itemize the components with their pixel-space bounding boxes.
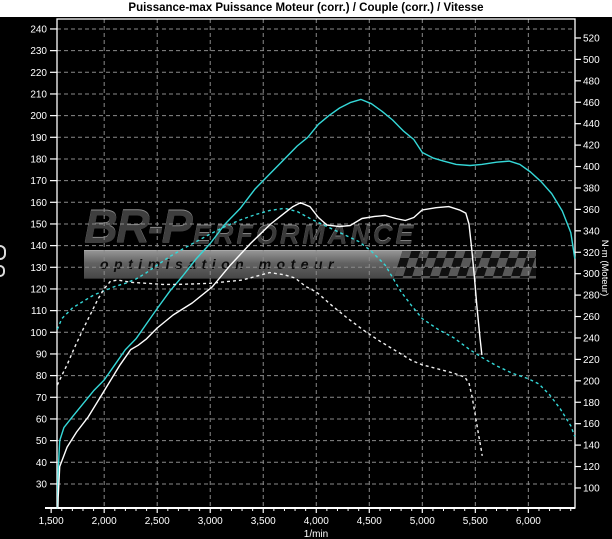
- y-left-tick-label: 60: [36, 414, 48, 425]
- y-left-tick-label: 160: [30, 198, 47, 209]
- y-left-tick-label: 230: [30, 46, 47, 57]
- y-left-tick-label: 30: [36, 479, 48, 490]
- watermark-tagline: optimisation moteur: [100, 256, 340, 273]
- y-left-tick-label: 210: [30, 89, 47, 100]
- y-left-tick-label: 220: [30, 68, 47, 79]
- watermark-banner: optimisation moteur: [84, 249, 536, 279]
- x-tick-label: 1,500: [39, 516, 64, 527]
- y-right-tick-label: 200: [583, 376, 600, 387]
- x-tick-label: 6,000: [516, 516, 541, 527]
- series-couple-corr-run1: [56, 207, 576, 437]
- y-right-tick-label: 460: [583, 98, 600, 109]
- y-right-tick-label: 180: [583, 398, 600, 409]
- y-right-tick-label: 360: [583, 205, 600, 216]
- y-left-tick-label: 80: [36, 371, 48, 382]
- watermark-logo-rest: ERFORMANCE: [192, 219, 417, 250]
- y-left-tick-label: 90: [36, 349, 48, 360]
- watermark-logo: BR-P ERFORMANCE: [84, 200, 536, 253]
- y-right-tick-label: 160: [583, 419, 600, 430]
- x-tick-label: 5,000: [410, 516, 435, 527]
- x-axis-title: 1/min: [304, 529, 328, 539]
- y-left-tick-label: 140: [30, 241, 47, 252]
- x-tick-label: 2,000: [92, 516, 117, 527]
- y-left-tick-label: 110: [31, 306, 47, 317]
- y-right-tick-label: 260: [583, 312, 600, 323]
- y-right-tick-label: 100: [583, 483, 600, 494]
- chart-title: Puissance-max Puissance Moteur (corr.) /…: [0, 0, 612, 17]
- left-edge-label-fragment: [0, 245, 6, 260]
- y-left-tick-label: 40: [36, 458, 48, 469]
- y-right-tick-label: 120: [583, 462, 600, 473]
- y-right-tick-label: 140: [583, 441, 600, 452]
- y-right-tick-label: 420: [583, 141, 600, 152]
- series-puissance-corr-run1: [56, 98, 576, 509]
- y-right-tick-label: 340: [583, 226, 600, 237]
- y-right-tick-label: 320: [583, 248, 600, 259]
- y-left-tick-label: 50: [36, 436, 48, 447]
- y-right-tick-label: 380: [583, 183, 600, 194]
- x-tick-label: 4,500: [357, 516, 382, 527]
- left-edge-label-fragment: [0, 265, 5, 277]
- y-left-tick-label: 120: [30, 284, 47, 295]
- y-right-tick-label: 400: [583, 162, 600, 173]
- y-left-tick-label: 130: [30, 263, 47, 274]
- y-left-tick-label: 190: [30, 133, 47, 144]
- watermark-logo-main: BR-P: [84, 200, 193, 253]
- x-tick-label: 5,500: [463, 516, 488, 527]
- y-left-tick-label: 70: [36, 393, 48, 404]
- y-right-tick-label: 280: [583, 291, 600, 302]
- y-right-tick-label: 480: [583, 76, 600, 87]
- y-right-tick-label: 520: [583, 33, 600, 44]
- y-left-tick-label: 100: [30, 328, 47, 339]
- x-tick-label: 3,000: [198, 516, 223, 527]
- br-performance-watermark: BR-P ERFORMANCE optimisation moteur: [84, 200, 536, 279]
- y-left-tick-label: 180: [30, 154, 47, 165]
- series-puissance-corr-run2: [57, 201, 483, 509]
- y-left-tick-label: 240: [30, 24, 47, 35]
- y-right-tick-label: 300: [583, 269, 600, 280]
- x-tick-label: 3,500: [251, 516, 276, 527]
- y-right-tick-label: 240: [583, 333, 600, 344]
- y-right-axis-title: N·m (Moteur): [599, 240, 610, 296]
- y-left-tick-label: 200: [30, 111, 47, 122]
- x-tick-label: 4,000: [304, 516, 329, 527]
- y-right-tick-label: 220: [583, 355, 600, 366]
- y-right-tick-label: 500: [583, 55, 600, 66]
- y-left-tick-label: 150: [30, 219, 47, 230]
- y-right-tick-label: 440: [583, 119, 600, 130]
- y-left-tick-label: 170: [30, 176, 47, 187]
- x-tick-label: 2,500: [145, 516, 170, 527]
